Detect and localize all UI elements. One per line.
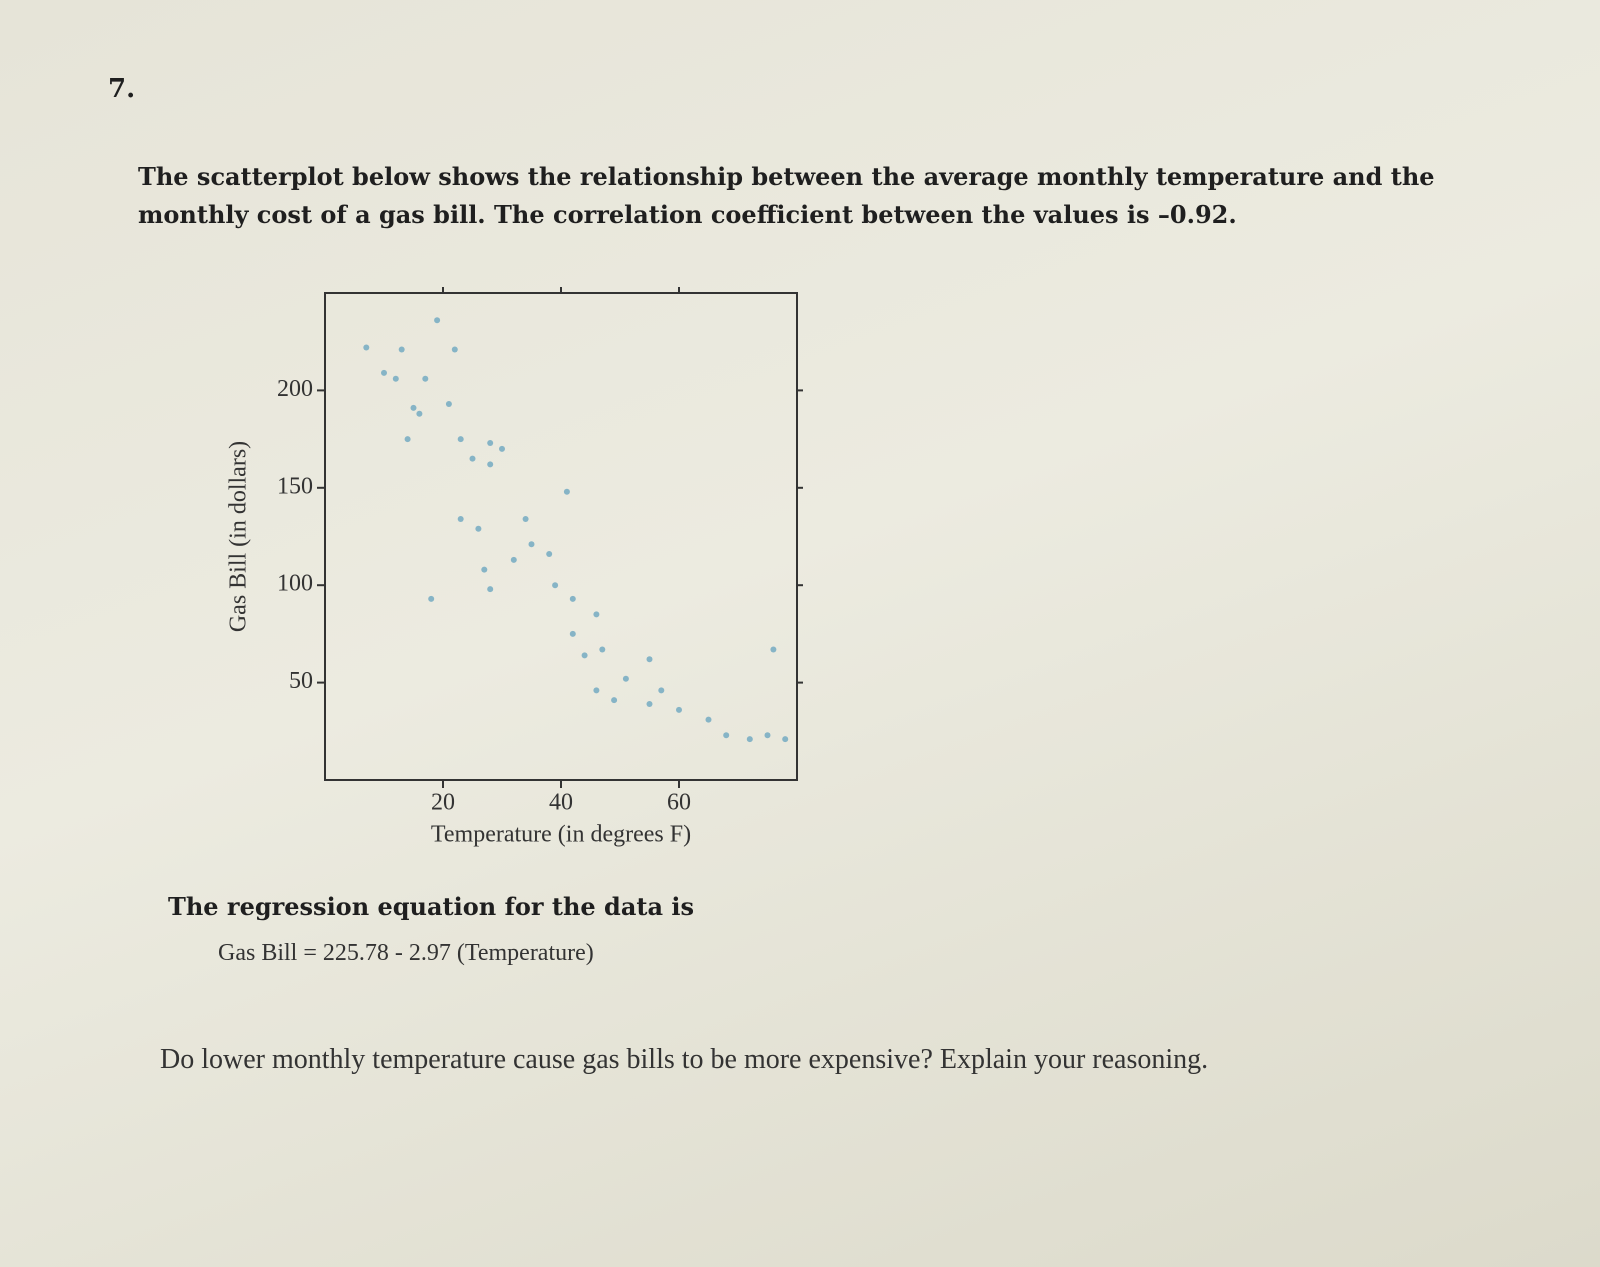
scatter-point xyxy=(457,515,464,522)
scatter-point xyxy=(746,736,753,743)
scatter-point xyxy=(416,410,423,417)
scatter-point xyxy=(599,646,606,653)
scatter-point xyxy=(563,488,570,495)
y-axis-label: Gas Bill (in dollars) xyxy=(226,441,252,632)
scatter-point xyxy=(705,716,712,723)
question-number: 7. xyxy=(108,74,136,104)
scatter-point xyxy=(469,455,476,462)
scatter-point xyxy=(434,317,441,324)
scatter-point xyxy=(658,687,665,694)
scatter-point xyxy=(487,461,494,468)
scatter-point xyxy=(593,611,600,618)
scatter-point xyxy=(622,675,629,682)
scatter-point xyxy=(410,404,417,411)
scatter-point xyxy=(546,551,553,558)
scatter-point xyxy=(392,375,399,382)
scatter-point xyxy=(422,375,429,382)
scatter-point xyxy=(770,646,777,653)
scatter-point xyxy=(481,566,488,573)
scatter-point xyxy=(528,541,535,548)
scatter-point xyxy=(569,595,576,602)
scatter-point xyxy=(445,401,452,408)
scatter-point xyxy=(487,586,494,593)
scatter-point xyxy=(451,346,458,353)
regression-equation: Gas Bill = 225.78 - 2.97 (Temperature) xyxy=(218,940,594,966)
intro-text: The scatterplot below shows the relation… xyxy=(138,162,1435,229)
y-tick-label: 100 xyxy=(277,571,313,597)
scatter-point xyxy=(611,697,618,704)
scatter-point xyxy=(510,556,517,563)
scatter-point xyxy=(499,445,505,452)
scatter-point xyxy=(363,344,370,351)
scatter-point xyxy=(457,436,464,443)
scatter-point xyxy=(381,369,387,376)
scatter-point xyxy=(723,732,730,739)
regression-lead: The regression equation for the data is xyxy=(168,892,695,921)
scatter-point xyxy=(522,515,529,522)
x-axis-label: Temperature (in degrees F) xyxy=(431,822,691,848)
plot-frame xyxy=(324,292,798,781)
y-tick-label: 150 xyxy=(277,473,313,499)
x-tick-label: 60 xyxy=(667,790,691,816)
x-tick-label: 40 xyxy=(549,790,573,816)
scatter-point xyxy=(487,439,494,446)
scatter-point xyxy=(593,687,600,694)
question-text: Do lower monthly temperature cause gas b… xyxy=(160,1044,1209,1075)
scatter-point xyxy=(404,436,411,443)
scatter-point xyxy=(764,732,771,739)
scatter-point xyxy=(569,630,576,637)
scatter-point xyxy=(676,706,682,713)
x-tick-label: 20 xyxy=(431,790,455,816)
scatter-point xyxy=(552,582,559,589)
scatter-point xyxy=(581,652,588,659)
scatter-point xyxy=(782,736,789,743)
y-tick-label: 200 xyxy=(277,376,313,402)
scatter-point xyxy=(475,525,482,532)
scatter-point xyxy=(398,346,405,353)
scatter-point xyxy=(428,595,435,602)
scatter-point xyxy=(646,656,653,663)
y-tick-label: 50 xyxy=(289,668,313,694)
scatter-point xyxy=(646,701,653,708)
